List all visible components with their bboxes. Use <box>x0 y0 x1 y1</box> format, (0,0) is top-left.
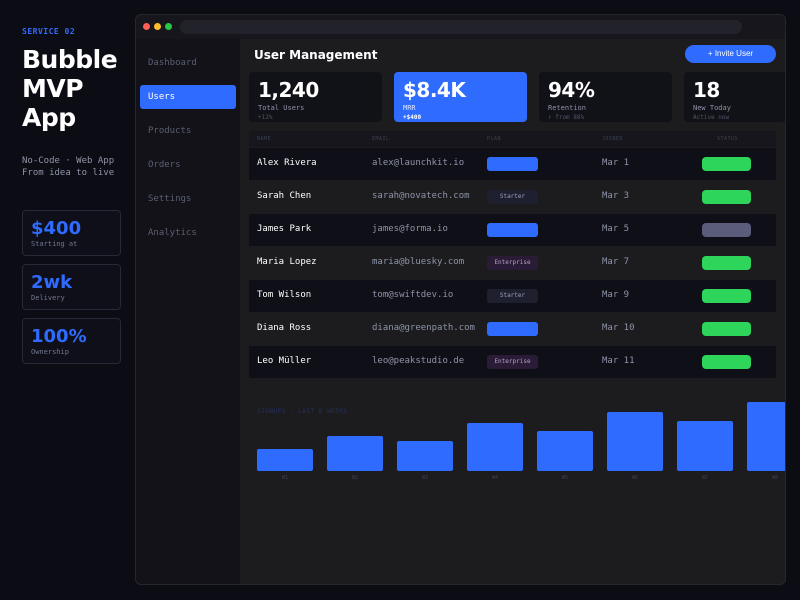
column-header-joined[interactable]: JOINED <box>602 136 624 142</box>
plan-badge: Starter <box>487 289 538 303</box>
table-row[interactable]: Maria Lopez maria@bluesky.com Enterprise Ma… <box>249 247 776 279</box>
chart-tick-label: W2 <box>351 475 359 481</box>
kpi-mrr: $8.4K MRR +$400 <box>394 72 527 122</box>
promo-panel: SERVICE 02 Bubble MVP App No-Code · Web … <box>0 0 132 600</box>
price-card: $400 Starting at <box>22 210 121 256</box>
chart-tick-label: W4 <box>491 475 499 481</box>
app-window: Dashboard Users Products Orders Settings… <box>135 14 786 585</box>
user-email: leo@peakstudio.de <box>372 356 465 366</box>
kpi-new-today: 18 New Today Active now <box>684 72 785 122</box>
chart-title: SIGNUPS · LAST 8 WEEKS <box>257 408 348 415</box>
table-row[interactable]: Tom Wilson tom@swiftdev.io Starter Mar 9 <box>249 280 776 312</box>
user-name: Tom Wilson <box>257 290 312 300</box>
joined-date: Mar 9 <box>602 290 630 300</box>
joined-date: Mar 10 <box>602 323 635 333</box>
hero-title: Bubble MVP App <box>22 45 118 132</box>
joined-date: Mar 11 <box>602 356 635 366</box>
plan-badge: Starter <box>487 190 538 204</box>
status-badge <box>702 289 751 303</box>
chart-bar-w3[interactable] <box>397 441 453 471</box>
status-badge <box>702 322 751 336</box>
chart-tick-label: W6 <box>631 475 639 481</box>
status-badge <box>702 256 751 270</box>
user-name: Diana Ross <box>257 323 312 333</box>
chart-bar-w1[interactable] <box>257 449 313 471</box>
table-row[interactable]: James Park james@forma.io Mar 5 <box>249 214 776 246</box>
user-name: Alex Rivera <box>257 158 317 168</box>
status-badge <box>702 190 751 204</box>
joined-date: Mar 5 <box>602 224 630 234</box>
user-name: Leo Müller <box>257 356 312 366</box>
service-tag: SERVICE 02 <box>22 27 76 36</box>
sidebar-item-dashboard[interactable]: Dashboard <box>148 58 197 68</box>
plan-badge: Enterprise <box>487 355 538 369</box>
plan-badge: Enterprise <box>487 256 538 270</box>
ownership-card: 100% Ownership <box>22 318 121 364</box>
kpi-retention: 94% Retention ↑ from 88% <box>539 72 672 122</box>
user-email: alex@launchkit.io <box>372 158 465 168</box>
page-title: User Management <box>254 48 378 62</box>
table-row[interactable]: Sarah Chen sarah@novatech.com Starter Mar 3 <box>249 181 776 213</box>
user-email: maria@bluesky.com <box>372 257 465 267</box>
chart-bar-w4[interactable] <box>467 422 523 471</box>
delivery-card: 2wk Delivery <box>22 264 121 310</box>
plan-badge <box>487 322 538 336</box>
user-name: James Park <box>257 224 312 234</box>
user-email: sarah@novatech.com <box>372 191 470 201</box>
minimize-window-icon[interactable] <box>154 23 161 30</box>
chart-tick-label: W3 <box>421 475 429 481</box>
user-email: tom@swiftdev.io <box>372 290 454 300</box>
address-bar[interactable] <box>180 20 742 34</box>
chart-bar-w2[interactable] <box>327 436 383 471</box>
plan-badge <box>487 223 538 237</box>
user-email: james@forma.io <box>372 224 448 234</box>
table-row[interactable]: Leo Müller leo@peakstudio.de Enterprise Mar… <box>249 346 776 378</box>
invite-user-button[interactable]: + Invite User <box>685 45 776 63</box>
table-row[interactable]: Alex Rivera alex@launchkit.io Mar 1 <box>249 148 776 180</box>
chart-bar-w8[interactable] <box>747 402 785 471</box>
user-email: diana@greenpath.com <box>372 323 475 333</box>
close-window-icon[interactable] <box>143 23 150 30</box>
column-header-email[interactable]: EMAIL <box>372 136 390 142</box>
main-content: User Management + Invite User 1,240 Tota… <box>240 39 785 584</box>
maximize-window-icon[interactable] <box>165 23 172 30</box>
chart-tick-label: W1 <box>281 475 289 481</box>
column-header-plan[interactable]: PLAN <box>487 136 502 142</box>
table-row[interactable]: Diana Ross diana@greenpath.com Mar 10 <box>249 313 776 345</box>
hero-subtitle: No-Code · Web App From idea to live <box>22 156 115 178</box>
window-titlebar <box>136 15 785 39</box>
column-header-name[interactable]: NAME <box>257 136 272 142</box>
chart-bar-w5[interactable] <box>537 430 593 471</box>
user-name: Sarah Chen <box>257 191 312 201</box>
table-header: NAME EMAIL PLAN JOINED STATUS <box>249 131 776 147</box>
chart-tick-label: W5 <box>561 475 569 481</box>
chart-bar-w7[interactable] <box>677 420 733 471</box>
column-header-status[interactable]: STATUS <box>717 136 739 142</box>
joined-date: Mar 7 <box>602 257 630 267</box>
chart-bar-w6[interactable] <box>607 412 663 471</box>
sidebar-item-users[interactable]: Users <box>140 85 236 109</box>
status-badge <box>702 223 751 237</box>
joined-date: Mar 1 <box>602 158 630 168</box>
sidebar-item-products[interactable]: Products <box>148 126 192 136</box>
status-badge <box>702 355 751 369</box>
sidebar: Dashboard Users Products Orders Settings… <box>136 39 240 584</box>
plan-badge <box>487 157 538 171</box>
joined-date: Mar 3 <box>602 191 630 201</box>
kpi-total-users: 1,240 Total Users +12% <box>249 72 382 122</box>
status-badge <box>702 157 751 171</box>
chart-tick-label: W8 <box>771 475 779 481</box>
sidebar-item-orders[interactable]: Orders <box>148 160 181 170</box>
user-name: Maria Lopez <box>257 257 317 267</box>
sidebar-item-settings[interactable]: Settings <box>148 194 192 204</box>
chart-tick-label: W7 <box>701 475 709 481</box>
sidebar-item-analytics[interactable]: Analytics <box>148 228 197 238</box>
